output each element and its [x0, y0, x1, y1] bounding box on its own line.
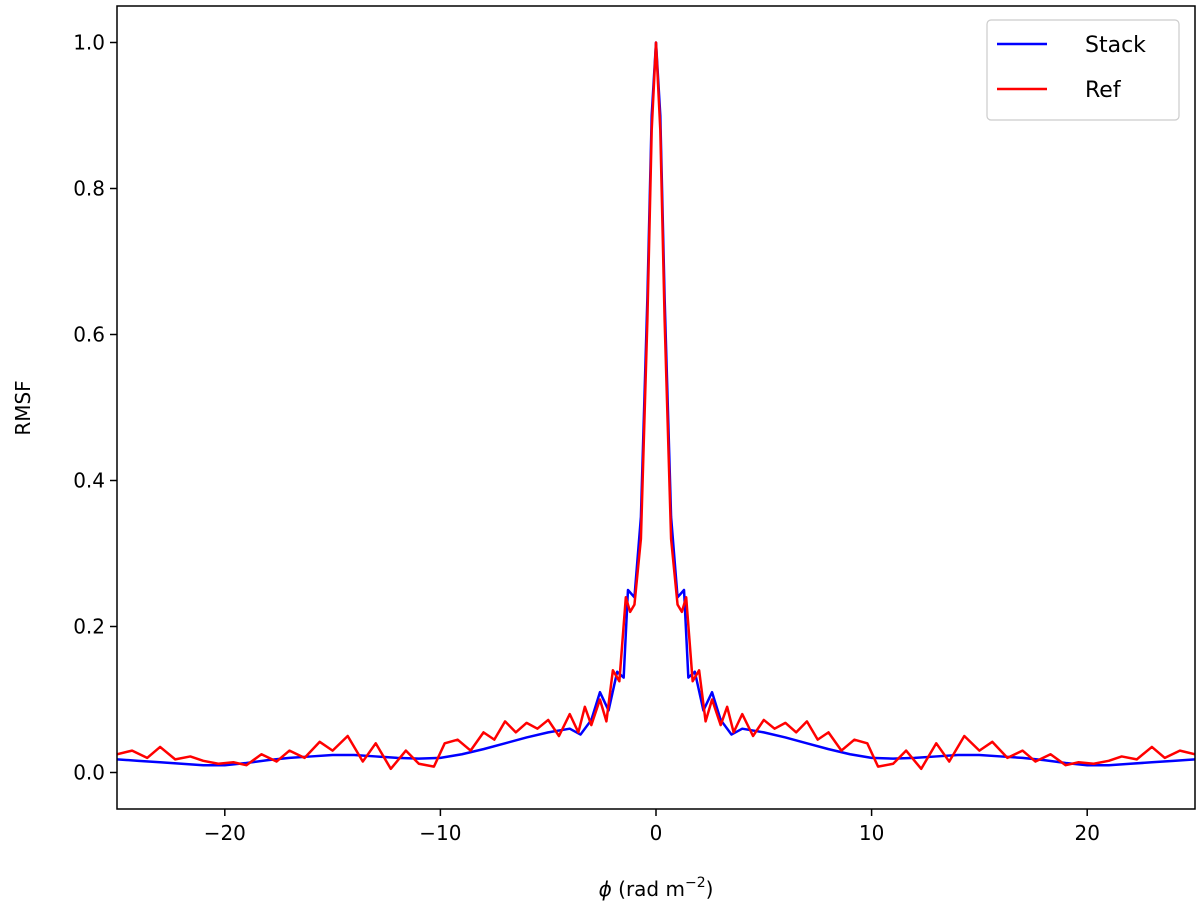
y-tick-label: 0.6 — [73, 323, 105, 347]
x-tick-label: 20 — [1074, 821, 1099, 845]
x-axis-label-unit: (rad m — [612, 877, 685, 901]
series-layer — [117, 41, 1195, 771]
legend-label-stack: Stack — [1085, 33, 1146, 58]
x-tick-label: −20 — [204, 821, 246, 845]
plot-area-frame — [116, 5, 1196, 810]
y-tick-label: 0.2 — [73, 615, 105, 639]
x-axis-label-close: ) — [706, 877, 714, 901]
legend: Stack Ref — [986, 19, 1180, 121]
x-axis-label-symbol: ϕ — [599, 877, 612, 901]
x-axis-label-exponent: −2 — [685, 875, 706, 891]
x-axis-label: ϕ (rad m−2) — [599, 875, 714, 901]
series-line-ref — [117, 41, 1195, 771]
legend-box — [986, 19, 1180, 121]
y-axis-label: RMSF — [11, 380, 35, 435]
legend-label-ref: Ref — [1085, 78, 1122, 103]
y-tick-label: 1.0 — [73, 31, 105, 55]
x-tick-label: −10 — [419, 821, 461, 845]
y-tick-label: 0.4 — [73, 469, 105, 493]
y-tick-label: 0.8 — [73, 177, 105, 201]
y-axis-ticks: 0.0 0.2 0.4 0.6 0.8 1.0 — [73, 31, 117, 785]
x-tick-label: 10 — [859, 821, 884, 845]
x-tick-label: 0 — [650, 821, 663, 845]
y-tick-label: 0.0 — [73, 761, 105, 785]
x-axis-ticks: −20 −10 0 10 20 — [204, 809, 1100, 845]
